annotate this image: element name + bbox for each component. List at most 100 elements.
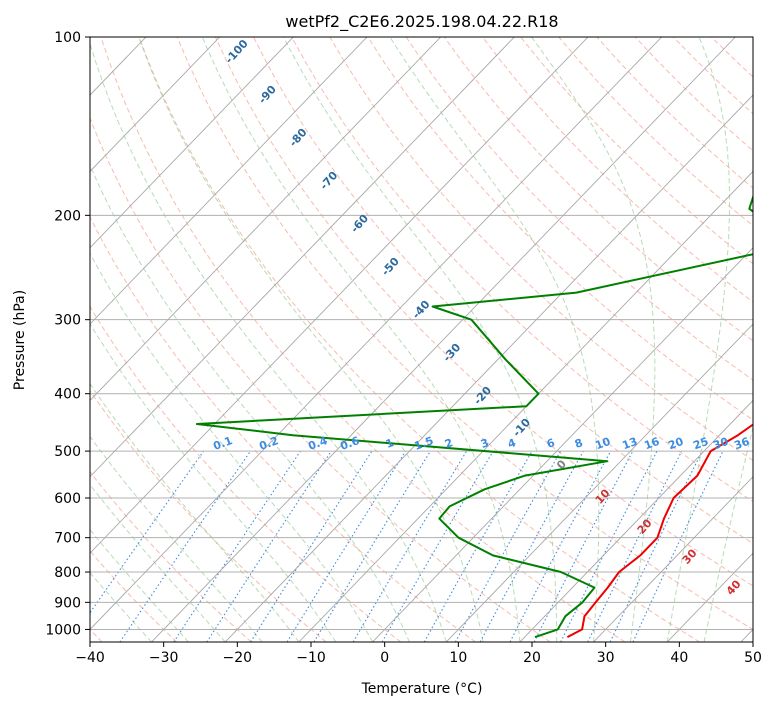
moist-adiabat <box>283 37 558 642</box>
mixing-ratio-label: 36 <box>732 435 751 453</box>
moist-adiabat <box>138 37 484 642</box>
x-tick-label: −20 <box>223 650 253 666</box>
mixing-ratio-label: 1 <box>384 436 396 451</box>
dry-adiabat <box>443 37 753 342</box>
mixing-ratio-label: 30 <box>711 435 730 453</box>
mixing-ratio-label: 6 <box>545 436 557 451</box>
plot-frame <box>89 36 754 643</box>
moist-adiabat <box>90 164 410 642</box>
moist-adiabat <box>389 37 600 642</box>
plot-background <box>90 37 753 642</box>
isotherm-gridline <box>151 37 736 642</box>
x-tick-label: 0 <box>380 650 389 666</box>
mixing-ratio-label: 1.5 <box>412 434 435 453</box>
isotherm-gridline <box>445 323 753 642</box>
isotherm-gridline <box>372 247 753 642</box>
mixing-ratio-line <box>587 450 683 642</box>
y-tick-label: 100 <box>54 30 81 46</box>
mixing-ratio-line <box>560 450 658 642</box>
y-tick-label: 300 <box>54 313 81 329</box>
moist-adiabat <box>90 571 152 642</box>
moist-adiabat <box>201 37 521 642</box>
dewpoint-profile-line <box>195 193 753 639</box>
x-axis: −40 −30 −20 −10 0 10 20 30 40 50 <box>75 642 762 666</box>
mixing-ratio-label: 20 <box>666 435 685 453</box>
mixing-ratio-line <box>90 450 205 614</box>
isotherm-gridline <box>224 94 753 642</box>
isotherm-gridline <box>298 170 753 642</box>
mixing-ratio-label: 4 <box>506 436 518 451</box>
y-tick-label: 200 <box>54 208 81 224</box>
mixing-ratio-label: 0.4 <box>306 434 329 453</box>
moist-adiabat <box>666 37 730 642</box>
moist-adiabat <box>90 528 189 642</box>
y-tick-label: 1000 <box>45 622 81 638</box>
y-tick-label: 400 <box>54 387 81 403</box>
mixing-ratio-line <box>313 450 431 642</box>
dry-adiabat <box>90 116 551 642</box>
mixing-ratio-line <box>119 450 251 642</box>
y-tick-label: 800 <box>54 565 81 581</box>
moist-adiabat <box>90 322 337 642</box>
grid-layer <box>0 37 753 642</box>
mixing-ratio-label: 10 <box>593 435 612 453</box>
y-axis: 100 200 300 400 500 600 700 800 900 1000 <box>45 30 90 638</box>
y-tick-label: 700 <box>54 531 81 547</box>
mixing-ratio-label: 8 <box>573 436 585 451</box>
isotherm-gridline <box>90 37 589 554</box>
isotherm-gridline <box>0 37 72 642</box>
dry-adiabat <box>90 215 476 642</box>
y-tick-label: 900 <box>54 595 81 611</box>
isotherm-gridline <box>90 37 221 173</box>
dry-adiabat <box>329 37 753 462</box>
moist-adiabat <box>90 483 226 642</box>
mixing-ratio-label: 0.2 <box>257 434 280 453</box>
moist-adiabat <box>90 435 263 642</box>
dry-adiabat <box>90 550 178 642</box>
isotherm-gridline <box>90 37 663 631</box>
x-tick-label: 20 <box>523 650 541 666</box>
mixing-ratio-label: 0.1 <box>211 434 234 453</box>
moist-adiabat <box>531 37 656 642</box>
moist-adiabat <box>90 42 447 642</box>
y-axis-title: Pressure (hPa) <box>12 290 28 390</box>
dry-adiabat <box>214 37 753 587</box>
mixing-ratio-label: 13 <box>620 435 639 452</box>
y-tick-label: 600 <box>54 491 81 507</box>
x-tick-label: 40 <box>670 650 688 666</box>
x-axis-title: Temperature (°C) <box>361 681 483 697</box>
y-tick-label: 500 <box>54 444 81 460</box>
x-tick-label: −30 <box>149 650 179 666</box>
moist-adiabat <box>90 382 300 642</box>
moist-adiabat <box>703 425 753 642</box>
mixing-ratio-label: 0.6 <box>338 434 361 453</box>
mixing-ratio-label: 16 <box>642 435 661 453</box>
mixing-ratio-line <box>206 450 332 642</box>
x-tick-label: −40 <box>75 650 105 666</box>
x-tick-label: 30 <box>597 650 615 666</box>
temperature-profile-line <box>566 423 753 638</box>
isotherm-gridline <box>90 37 294 249</box>
isotherm-gridline <box>519 399 753 642</box>
isotherm-gridline <box>593 476 753 642</box>
mixing-ratio-line <box>423 450 533 642</box>
x-tick-label: 50 <box>744 650 762 666</box>
isotherm-gridline <box>90 37 442 402</box>
chart-title: wetPf2_C2E6.2025.198.04.22.R18 <box>285 12 558 32</box>
mixing-ratio-label: 25 <box>691 435 710 452</box>
dry-adiabat <box>176 37 753 630</box>
dry-adiabat <box>100 37 626 642</box>
x-tick-label: −10 <box>296 650 326 666</box>
mixing-ratio-line <box>250 450 373 642</box>
moist-adiabat <box>90 252 374 642</box>
dry-adiabat <box>90 389 327 642</box>
isotherm-gridline <box>90 37 515 478</box>
mixing-ratio-line <box>173 450 301 642</box>
mixing-ratio-line <box>454 450 562 642</box>
mixing-ratio-label: 2 <box>443 436 455 451</box>
x-tick-label: 10 <box>449 650 467 666</box>
isotherm-gridline <box>90 37 368 325</box>
series-layer <box>195 193 753 639</box>
mixing-ratio-label: 3 <box>479 436 491 451</box>
